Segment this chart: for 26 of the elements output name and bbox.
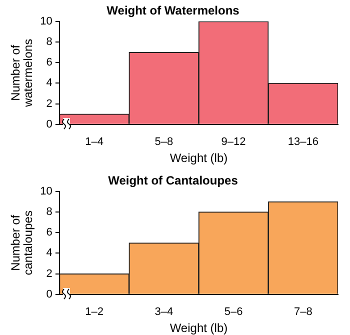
x-axis-title: Weight (lb) xyxy=(170,321,228,335)
y-tick-label: 6 xyxy=(46,226,52,239)
x-axis-title: Weight (lb) xyxy=(170,151,228,166)
x-tick-label: 5–8 xyxy=(154,136,174,148)
y-tick-label: 4 xyxy=(46,77,52,90)
y-tick-label: 2 xyxy=(46,98,52,110)
x-tick-label: 9–12 xyxy=(221,136,246,148)
chart-title: Weight of Watermelons xyxy=(106,4,240,18)
x-tick-label: 3–4 xyxy=(154,306,174,318)
y-tick-label: 0 xyxy=(46,288,52,300)
x-tick-label: 5–6 xyxy=(224,306,243,318)
y-tick-label: 10 xyxy=(40,15,52,28)
y-axis-title: Number of cantaloupes xyxy=(8,210,36,276)
y-tick-label: 8 xyxy=(46,206,52,218)
y-tick-label: 2 xyxy=(46,268,52,280)
x-tick-label: 7–8 xyxy=(294,306,312,318)
y-tick-label: 10 xyxy=(40,185,52,198)
y-tick-label: 4 xyxy=(46,247,52,260)
x-tick-label: 13–16 xyxy=(288,136,318,148)
y-tick-label: 6 xyxy=(46,56,52,69)
y-axis-title: Number of watermelons xyxy=(8,38,36,108)
chart-title: Weight of Cantaloupes xyxy=(108,174,238,188)
x-tick-label: 1–4 xyxy=(85,136,104,148)
x-tick-label: 1–2 xyxy=(85,306,104,318)
y-tick-label: 8 xyxy=(46,36,52,48)
y-tick-label: 0 xyxy=(46,118,52,130)
